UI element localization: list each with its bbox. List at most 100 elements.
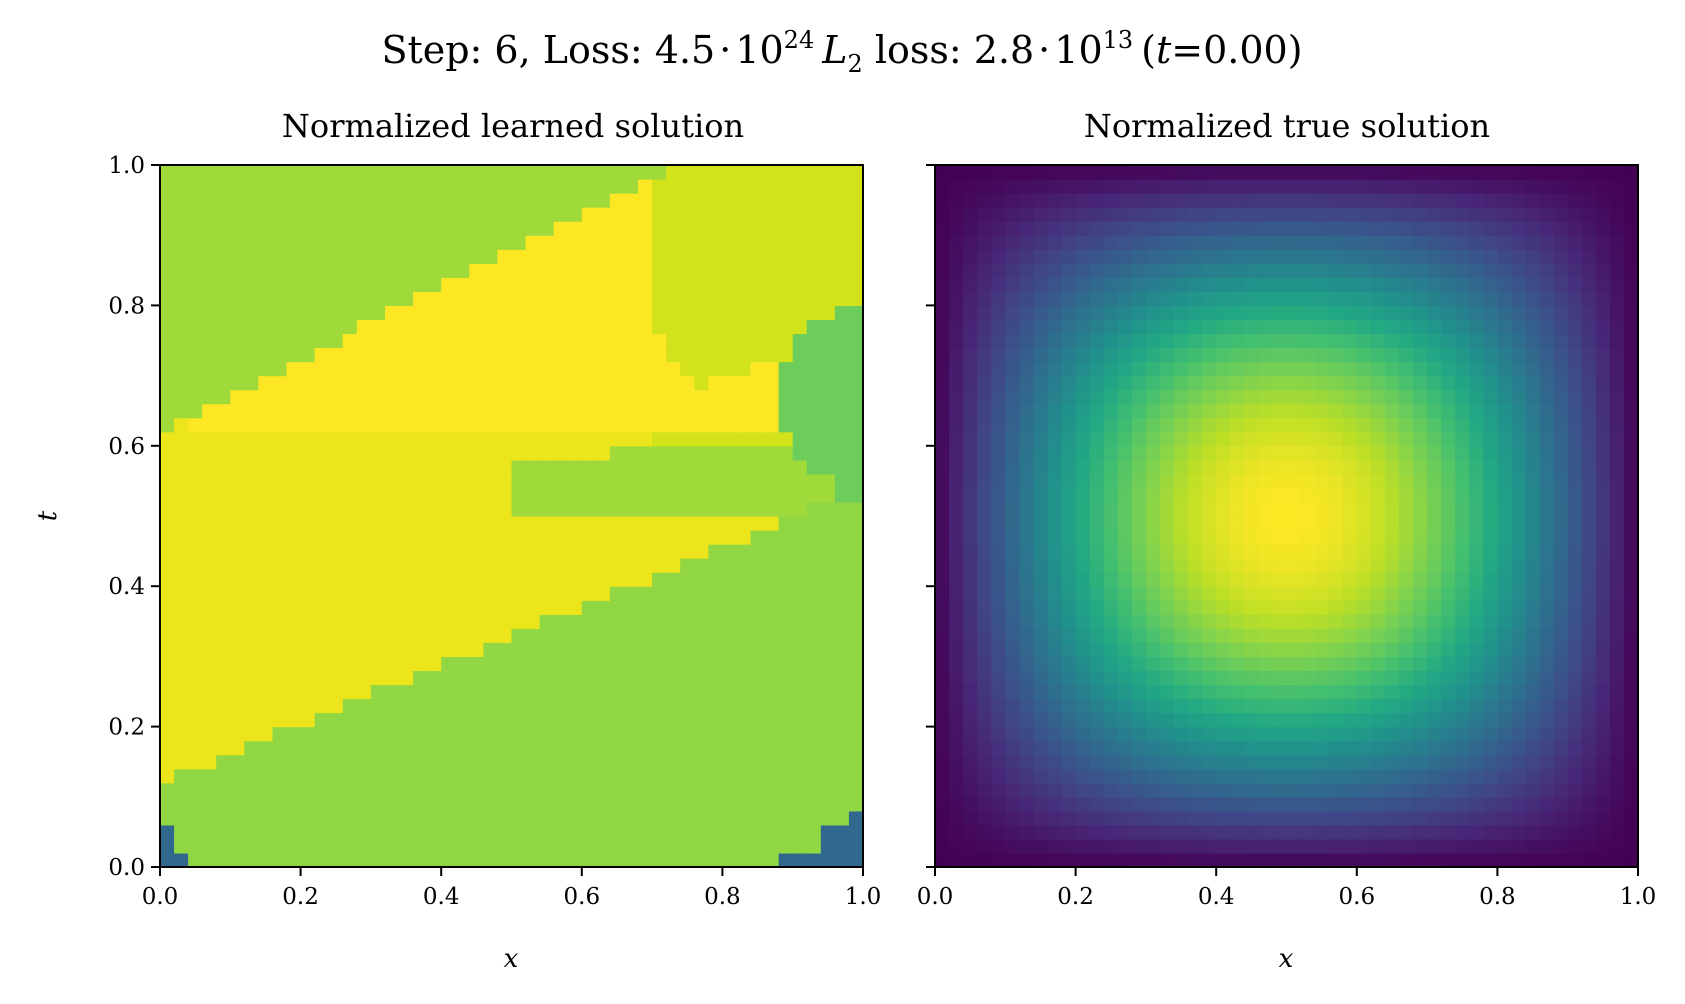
true-heatmap-cell (1370, 740, 1386, 756)
learned-heatmap-cell (272, 656, 288, 672)
true-heatmap-cell (1047, 530, 1063, 545)
true-heatmap-cell (1384, 305, 1400, 321)
true-heatmap-cell (1202, 333, 1217, 349)
learned-heatmap-cell (399, 347, 414, 363)
learned-heatmap-cell (328, 684, 344, 700)
true-heatmap-cell (1581, 628, 1597, 643)
true-heatmap-cell (1483, 544, 1498, 559)
true-heatmap-cell (1595, 501, 1611, 517)
true-heatmap-cell (1019, 698, 1035, 714)
true-heatmap-cell (1525, 530, 1541, 545)
learned-heatmap-cell (806, 698, 822, 714)
learned-heatmap-cell (848, 235, 864, 250)
learned-heatmap-cell (455, 698, 470, 714)
learned-heatmap-cell (413, 698, 428, 714)
learned-heatmap-cell (638, 698, 653, 714)
true-heatmap-cell (1033, 642, 1049, 657)
true-heatmap-cell (1075, 263, 1091, 278)
learned-heatmap-cell (553, 347, 569, 363)
true-heatmap-cell (1384, 333, 1400, 349)
learned-heatmap-cell (399, 375, 414, 391)
true-heatmap-cell (1061, 838, 1077, 854)
true-heatmap-cell (1398, 600, 1414, 615)
learned-heatmap-cell (525, 179, 541, 194)
learned-heatmap-cell (356, 221, 372, 236)
learned-heatmap-cell (174, 403, 189, 419)
learned-heatmap-cell (764, 586, 780, 601)
learned-heatmap-cell (399, 782, 414, 798)
learned-heatmap-cell (623, 740, 639, 756)
true-heatmap-cell (1398, 431, 1414, 447)
true-heatmap-cell (1328, 389, 1344, 405)
learned-heatmap-cell (511, 838, 527, 854)
true-heatmap-cell (1286, 656, 1302, 672)
learned-heatmap-cell (483, 782, 499, 798)
learned-heatmap-cell (623, 487, 639, 503)
learned-heatmap-cell (244, 642, 260, 657)
true-heatmap-cell (1539, 768, 1555, 784)
true-heatmap-cell (1455, 586, 1470, 601)
true-heatmap-cell (1159, 361, 1175, 377)
learned-heatmap-cell (342, 838, 358, 854)
learned-heatmap-cell (174, 838, 189, 854)
true-heatmap-cell (1609, 179, 1625, 194)
learned-heatmap-cell (722, 810, 738, 826)
learned-heatmap-cell (174, 193, 189, 208)
learned-heatmap-cell (806, 796, 822, 812)
learned-heatmap-cell (455, 319, 470, 335)
true-heatmap-cell (1174, 487, 1189, 503)
true-heatmap-cell (935, 754, 950, 770)
true-heatmap-cell (1384, 824, 1400, 840)
true-heatmap-cell (1342, 487, 1358, 503)
true-heatmap-cell (1300, 544, 1316, 559)
true-heatmap-cell (1342, 768, 1358, 784)
true-heatmap-cell (1553, 361, 1569, 377)
true-heatmap-cell (1427, 249, 1442, 264)
learned-heatmap-cell (666, 333, 681, 349)
true-heatmap-cell (1595, 277, 1611, 292)
learned-heatmap-cell (694, 642, 709, 657)
learned-heatmap-cell (581, 431, 597, 447)
true-heatmap-cell (1497, 417, 1513, 433)
learned-heatmap-cell (160, 361, 175, 377)
learned-heatmap-cell (525, 249, 541, 264)
learned-heatmap-cell (525, 333, 541, 349)
learned-heatmap-cell (581, 221, 597, 236)
learned-heatmap-cell (567, 516, 583, 531)
learned-panel-title: Normalized learned solution (282, 107, 744, 145)
learned-heatmap-cell (469, 782, 484, 798)
learned-heatmap-cell (750, 712, 766, 728)
true-heatmap-cell (1314, 726, 1330, 742)
learned-heatmap-cell (370, 558, 386, 573)
learned-heatmap-cell (230, 726, 245, 742)
true-heatmap-cell (1300, 431, 1316, 447)
true-heatmap-cell (1047, 586, 1063, 601)
true-heatmap-cell (1314, 614, 1330, 629)
true-heatmap-cell (1413, 530, 1428, 545)
learned-heatmap-cell (778, 586, 794, 601)
true-heatmap-cell (1581, 263, 1597, 278)
true-heatmap-cell (1089, 572, 1105, 587)
true-heatmap-cell (1103, 782, 1119, 798)
true-heatmap-cell (1258, 754, 1274, 770)
learned-heatmap-cell (694, 291, 709, 306)
true-heatmap-cell (1159, 291, 1175, 306)
true-heatmap-cell (1033, 670, 1049, 686)
true-heatmap-cell (977, 221, 992, 236)
true-heatmap-cell (1497, 768, 1513, 784)
learned-heatmap-cell (202, 361, 217, 377)
learned-heatmap-cell (413, 754, 428, 770)
learned-heatmap-cell (328, 431, 344, 447)
true-heatmap-cell (1469, 558, 1484, 573)
true-heatmap-cell (1609, 235, 1625, 250)
learned-heatmap-cell (174, 628, 189, 643)
true-heatmap-cell (1174, 403, 1189, 419)
learned-heatmap-cell (174, 796, 189, 812)
learned-heatmap-cell (778, 782, 794, 798)
learned-heatmap-cell (427, 179, 442, 194)
true-heatmap-cell (1455, 824, 1470, 840)
true-heatmap-cell (1455, 838, 1470, 854)
true-heatmap-cell (1216, 249, 1231, 264)
true-heatmap-cell (1005, 305, 1020, 321)
learned-heatmap-cell (286, 712, 302, 728)
